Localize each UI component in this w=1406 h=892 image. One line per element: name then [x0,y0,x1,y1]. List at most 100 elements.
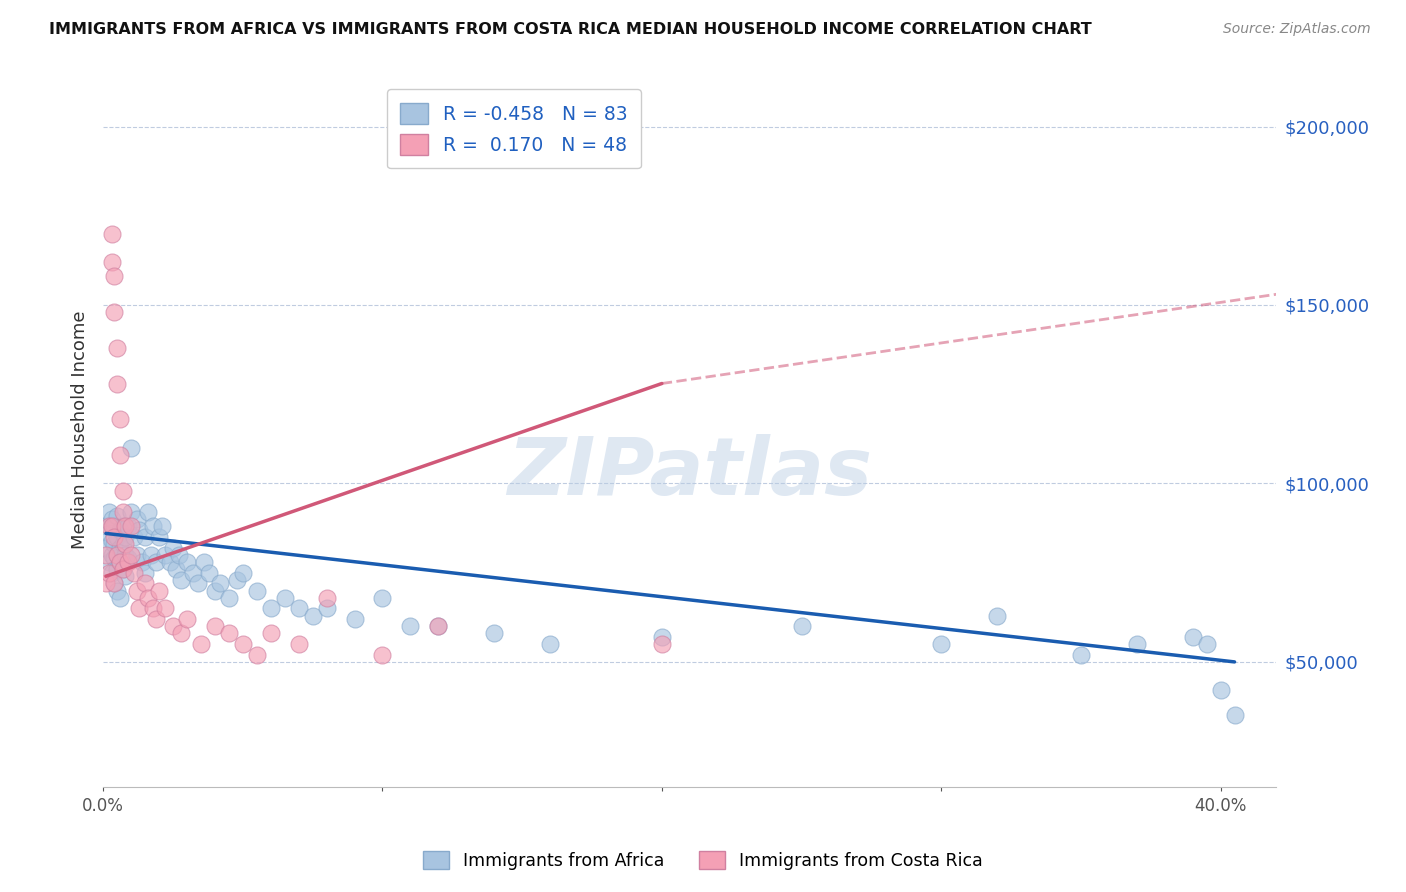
Point [134,530,156,544]
Point [260,601,283,615]
Point [100,227,122,241]
Point [111,519,134,533]
Point [122,566,145,580]
Point [187,576,209,591]
Point [105,376,128,391]
Point [209,576,232,591]
Point [176,555,198,569]
Point [790,619,813,633]
Legend: R = -0.458   N = 83, R =  0.170   N = 48: R = -0.458 N = 83, R = 0.170 N = 48 [387,89,641,169]
Point [97,555,120,569]
Point [108,555,131,569]
Point [111,537,134,551]
Point [1195,637,1218,651]
Point [287,637,309,651]
Point [108,523,131,537]
Point [170,573,193,587]
Point [165,562,187,576]
Text: ZIPatlas: ZIPatlas [508,434,872,512]
Point [105,562,128,576]
Point [651,637,673,651]
Point [159,555,181,569]
Point [153,548,176,562]
Point [100,566,122,580]
Point [150,519,173,533]
Text: Source: ZipAtlas.com: Source: ZipAtlas.com [1223,22,1371,37]
Point [103,519,125,533]
Point [162,619,184,633]
Point [125,512,148,526]
Point [232,566,254,580]
Point [148,530,170,544]
Point [153,601,176,615]
Point [427,619,450,633]
Point [97,505,120,519]
Point [105,530,128,544]
Point [114,519,136,533]
Point [190,637,212,651]
Point [427,619,450,633]
Point [204,619,226,633]
Point [1070,648,1092,662]
Point [136,591,159,605]
Point [128,601,150,615]
Point [246,583,269,598]
Point [97,519,120,533]
Point [120,519,142,533]
Point [125,548,148,562]
Point [100,512,122,526]
Point [122,530,145,544]
Point [170,626,193,640]
Point [103,576,125,591]
Point [114,530,136,544]
Point [315,601,337,615]
Point [651,630,673,644]
Point [273,591,295,605]
Point [94,548,117,562]
Point [108,412,131,426]
Point [108,448,131,462]
Point [94,576,117,591]
Point [139,548,162,562]
Point [108,591,131,605]
Point [111,483,134,498]
Point [162,541,184,555]
Point [142,601,165,615]
Point [108,555,131,569]
Legend: Immigrants from Africa, Immigrants from Costa Rica: Immigrants from Africa, Immigrants from … [415,843,991,879]
Point [484,626,506,640]
Point [198,566,221,580]
Point [111,505,134,519]
Point [167,548,190,562]
Point [128,523,150,537]
Point [103,551,125,566]
Point [105,508,128,523]
Point [111,562,134,576]
Point [538,637,561,651]
Point [103,576,125,591]
Point [117,555,139,569]
Point [111,562,134,576]
Point [100,519,122,533]
Point [97,526,120,541]
Point [1126,637,1149,651]
Point [105,548,128,562]
Point [142,519,165,533]
Point [218,591,240,605]
Point [929,637,952,651]
Point [120,548,142,562]
Point [94,519,117,533]
Point [145,555,167,569]
Point [120,441,142,455]
Point [125,583,148,598]
Point [218,626,240,640]
Point [100,533,122,548]
Point [114,537,136,551]
Point [1181,630,1204,644]
Point [148,583,170,598]
Point [343,612,366,626]
Point [103,537,125,551]
Point [131,555,153,569]
Point [371,591,394,605]
Point [986,608,1008,623]
